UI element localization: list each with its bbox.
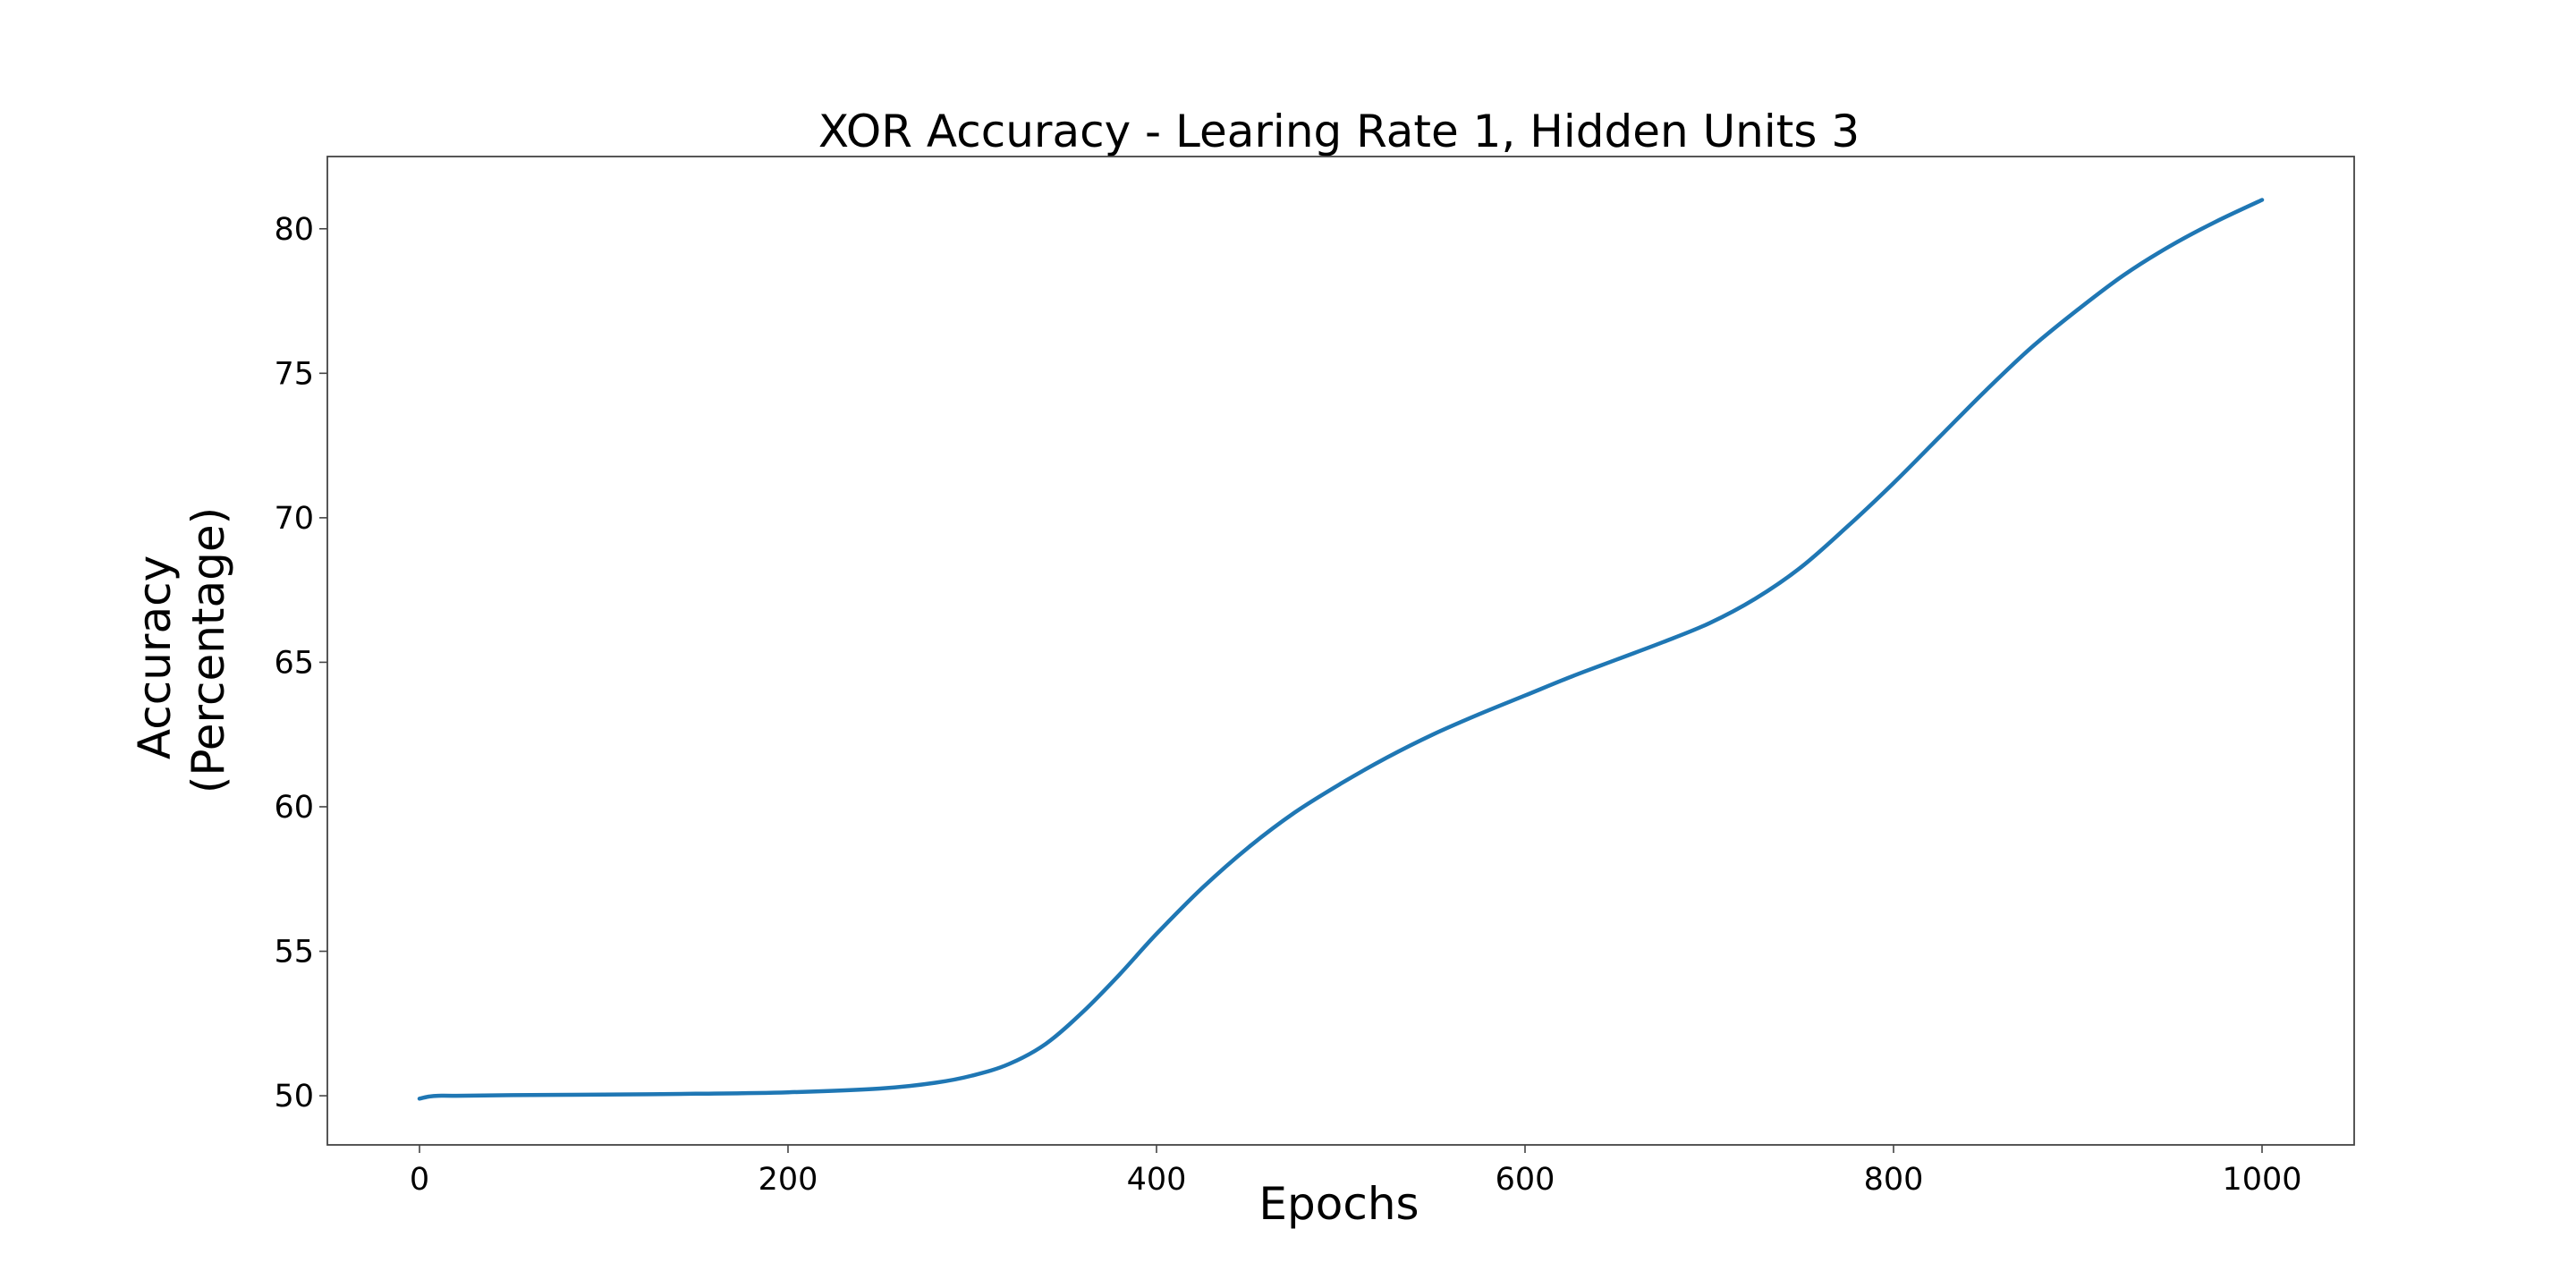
y-tick-label: 50 [274, 1079, 314, 1114]
accuracy-line [417, 198, 2265, 1101]
x-tick-label: 200 [758, 1162, 818, 1198]
y-tick-label: 70 [274, 501, 314, 537]
y-tick-label: 75 [274, 356, 314, 392]
y-tick-label: 60 [274, 790, 314, 826]
x-axis-label: Epochs [1258, 1178, 1419, 1230]
x-tick-label: 800 [1864, 1162, 1924, 1198]
series-layer [417, 198, 2265, 1101]
x-tick-label: 1000 [2222, 1162, 2301, 1198]
y-axis-label: Accuracy (Percentage) [129, 507, 234, 793]
plot-frame [326, 156, 2355, 1146]
y-axis-ticks: 50 55 60 65 70 75 80 [274, 212, 327, 1114]
x-axis-ticks: 0 200 400 600 800 1000 [410, 1145, 2302, 1198]
x-tick-label: 600 [1496, 1162, 1555, 1198]
y-axis-label-line-2: (Percentage) [182, 507, 234, 793]
y-tick-label: 65 [274, 645, 314, 681]
y-tick-label: 80 [274, 212, 314, 248]
x-tick-label: 0 [410, 1162, 429, 1198]
y-axis-label-line-1: Accuracy [129, 555, 181, 759]
chart-title: XOR Accuracy - Learing Rate 1, Hidden Un… [818, 106, 1860, 157]
x-tick-label: 400 [1127, 1162, 1187, 1198]
y-tick-label: 55 [274, 935, 314, 970]
